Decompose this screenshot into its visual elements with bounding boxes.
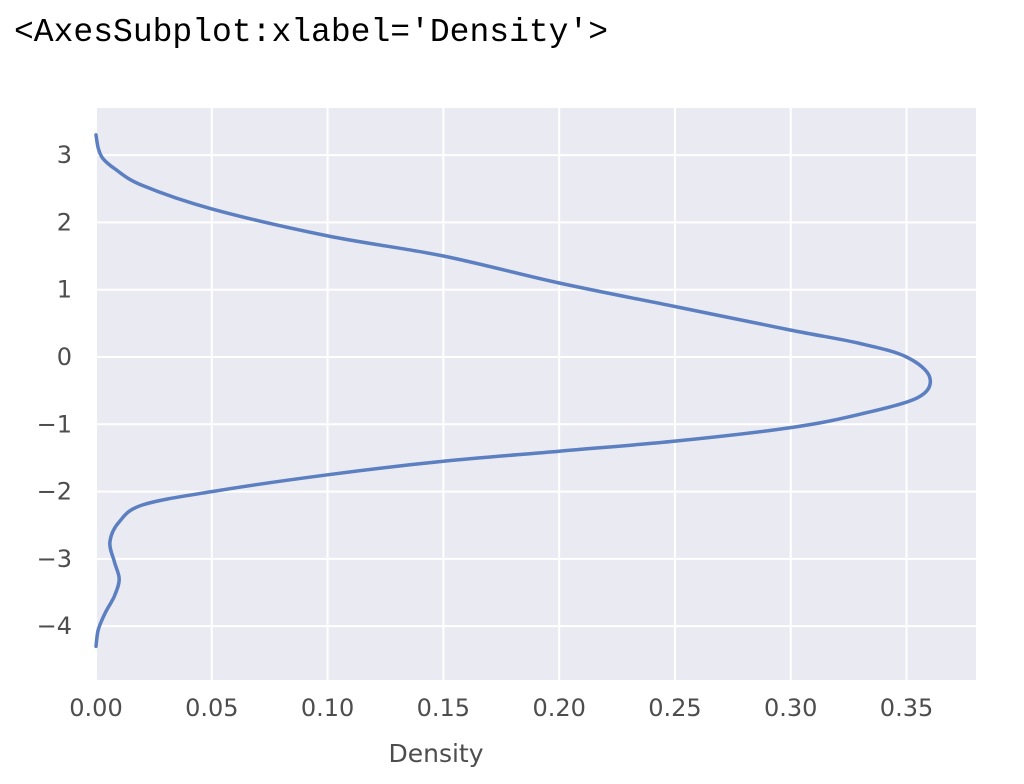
y-tick-label: −1 bbox=[37, 410, 72, 438]
y-tick-label: 3 bbox=[57, 141, 72, 169]
y-tick-label: 2 bbox=[57, 208, 72, 236]
x-tick-label: 0.25 bbox=[648, 694, 701, 722]
kde-curve bbox=[94, 133, 933, 649]
y-tick-label: −4 bbox=[37, 612, 72, 640]
y-tick-label: −3 bbox=[37, 545, 72, 573]
y-tick-label: 0 bbox=[57, 343, 72, 371]
x-tick-label: 0.15 bbox=[417, 694, 470, 722]
x-tick-label: 0.20 bbox=[532, 694, 585, 722]
x-tick-label: 0.05 bbox=[185, 694, 238, 722]
x-axis-label: Density bbox=[388, 739, 483, 768]
y-tick-label: −2 bbox=[37, 478, 72, 506]
y-tick-label: 1 bbox=[57, 276, 72, 304]
x-tick-label: 0.35 bbox=[880, 694, 933, 722]
plot-area bbox=[96, 108, 976, 680]
output-repr-text: <AxesSubplot:xlabel='Density'> bbox=[14, 14, 609, 51]
x-tick-label: 0.00 bbox=[69, 694, 122, 722]
x-tick-labels: 0.00 0.05 0.10 0.15 0.20 0.25 0.30 0.35 bbox=[69, 694, 933, 722]
x-tick-label: 0.10 bbox=[301, 694, 354, 722]
y-tick-labels: 3 2 1 0 −1 −2 −3 −4 bbox=[37, 141, 72, 640]
grid-lines bbox=[95, 108, 976, 680]
x-tick-label: 0.30 bbox=[764, 694, 817, 722]
